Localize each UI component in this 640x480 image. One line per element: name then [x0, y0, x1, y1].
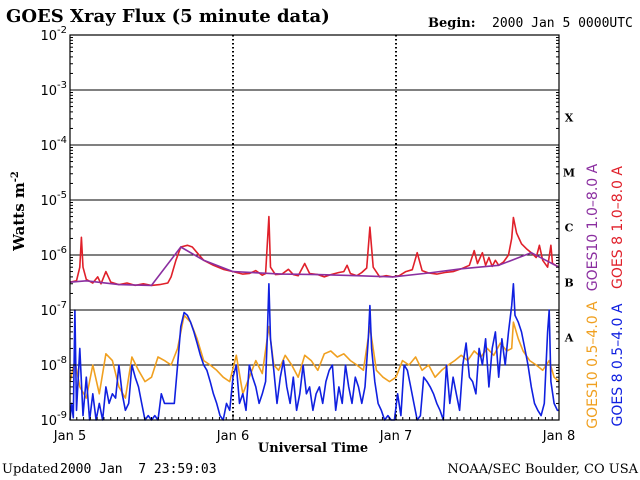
begin-label: Begin:: [428, 16, 476, 31]
grid-layer: [70, 35, 559, 420]
x-axis-label: Universal Time: [258, 441, 368, 456]
chart-title: GOES Xray Flux (5 minute data): [6, 6, 330, 27]
x-tick-label: Jan 8: [542, 429, 575, 444]
series-layer: [69, 215, 560, 421]
y-tick-label: 10-7: [40, 300, 67, 319]
flare-class-label: A: [564, 332, 574, 345]
y-tick-label: 10-9: [40, 410, 67, 429]
flare-class-label: C: [565, 222, 574, 235]
x-tick-label: Jan 6: [216, 429, 249, 444]
series-line: [69, 314, 560, 399]
credit-text: NOAA/SEC Boulder, CO USA: [447, 462, 638, 477]
x-tick-label: Jan 5: [53, 429, 86, 444]
series-line: [69, 246, 560, 287]
begin-value: 2000 Jan 5 0000UTC: [492, 16, 633, 31]
legend-entry: GOES10 0.5–4.0 A: [585, 301, 601, 429]
legend-layer: GOES10 1.0–8.0 A GOES 8 1.0–8.0 A GOES10 0…: [585, 163, 626, 428]
y-tick-label: 10-3: [40, 80, 67, 99]
y-tick-label: 10-5: [40, 190, 67, 209]
y-tick-label: 10-2: [40, 25, 67, 44]
y-tick-label: 10-8: [40, 355, 67, 374]
plot-frame: [69, 34, 560, 421]
legend-entry: GOES 8 0.5–4.0 A: [610, 303, 626, 426]
flare-class-label: B: [564, 277, 573, 290]
x-tick-label: Jan 7: [379, 429, 412, 444]
updated-value: 2000 Jan 7 23:59:03: [60, 462, 217, 477]
legend-entry: GOES10 1.0–8.0 A: [585, 163, 601, 291]
y-tick-label: 10-4: [40, 135, 67, 154]
legend-entry: GOES 8 1.0–8.0 A: [610, 166, 626, 289]
flare-class-label: M: [563, 167, 575, 180]
flare-class-label: X: [565, 112, 574, 125]
axis-layer: 10-9 10-8 10-7 10-6 10-5 10-4 10-3 10-2 Jan 5 Jan…: [40, 25, 575, 444]
svg-text:Watts m-2: Watts m-2: [10, 171, 28, 252]
updated-label: Updated: [2, 462, 59, 477]
y-axis-label: Watts m-2: [10, 171, 28, 252]
series-line: [69, 283, 559, 421]
y-tick-label: 10-6: [40, 245, 67, 264]
